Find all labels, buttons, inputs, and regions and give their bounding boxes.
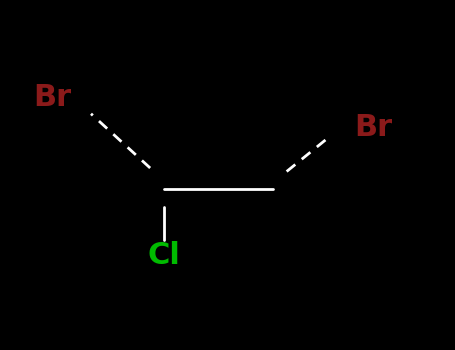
Text: Br: Br	[354, 113, 392, 142]
Text: Br: Br	[33, 84, 71, 112]
Text: Cl: Cl	[147, 241, 180, 270]
